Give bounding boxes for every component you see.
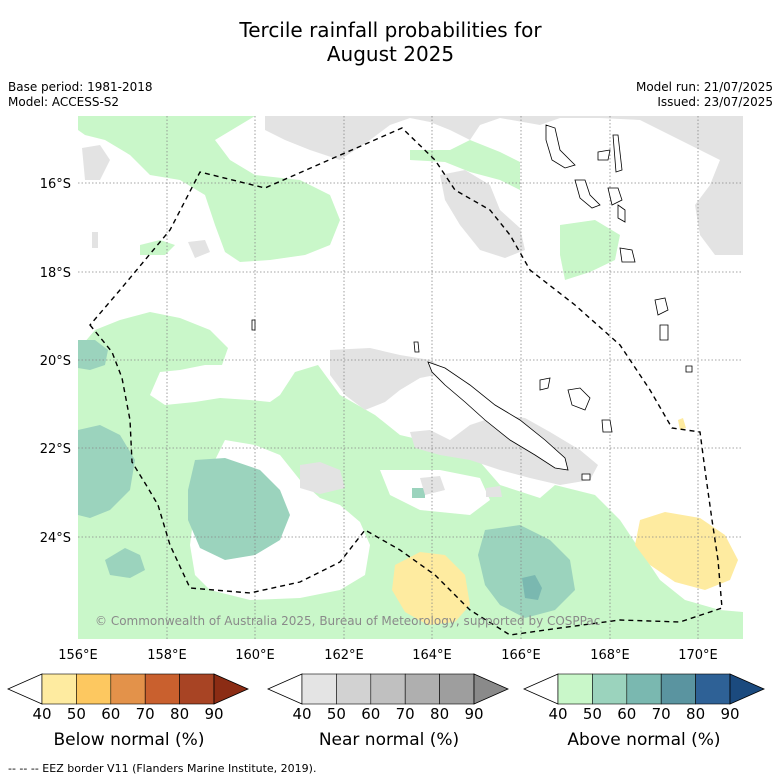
map-title: Tercile rainfall probabilities for Augus…: [0, 18, 781, 66]
colorbar-segment: [336, 673, 372, 705]
colorbar-segment: [626, 673, 662, 705]
copyright-notice: © Commonwealth of Australia 2025, Bureau…: [95, 614, 601, 628]
colorbar-tick-label: 90: [464, 705, 484, 723]
title-line-1: Tercile rainfall probabilities for: [239, 18, 542, 42]
colorbar-min-arrow: [7, 673, 43, 705]
above-normal-70-80-region: [522, 575, 542, 600]
colorbar-segment: [301, 673, 337, 705]
colorbar-tick-label: 60: [617, 705, 637, 723]
colorbar-tick-label: 80: [170, 705, 190, 723]
colorbar-tick-label: 60: [101, 705, 121, 723]
issued-date: Issued: 23/07/2025: [657, 95, 773, 109]
colorbar-max-arrow: [729, 673, 765, 705]
title-line-2: August 2025: [326, 42, 455, 66]
latitude-labels: 16°S 18°S 20°S 22°S 24°S: [40, 177, 71, 546]
meta-right: Model run: 21/07/2025 Issued: 23/07/2025: [636, 80, 773, 110]
lat-label: 20°S: [40, 354, 71, 369]
colorbar-segment: [404, 673, 440, 705]
colorbar-tick-label: 40: [548, 705, 568, 723]
lon-label: 158°E: [147, 648, 187, 663]
above-normal-60-70-region: [78, 340, 575, 618]
lon-label: 166°E: [501, 648, 541, 663]
model-run: Model run: 21/07/2025: [635, 80, 773, 94]
colorbar-min-arrow: [523, 673, 559, 705]
colorbar-max-arrow: [213, 673, 249, 705]
longitude-labels: 156°E 158°E 160°E 162°E 164°E 166°E 168°…: [58, 648, 718, 663]
colorbar-segment: [660, 673, 696, 705]
eez-footnote: -- -- -- EEZ border V11 (Flanders Marine…: [8, 762, 317, 775]
colorbar-segment: [76, 673, 112, 705]
below-normal-label: Below normal (%): [53, 730, 205, 750]
graticule: [78, 116, 743, 639]
colorbar-tick-label: 60: [361, 705, 381, 723]
lon-label: 156°E: [58, 648, 98, 663]
colorbar-tick-label: 50: [66, 705, 86, 723]
above-normal-label: Above normal (%): [567, 730, 721, 750]
colorbar-segment: [695, 673, 731, 705]
lon-label: 168°E: [590, 648, 630, 663]
lon-label: 162°E: [324, 648, 364, 663]
lon-label: 170°E: [678, 648, 718, 663]
near-normal-label: Near normal (%): [318, 730, 460, 750]
lat-label: 16°S: [40, 177, 71, 192]
colorbar-tick-label: 90: [204, 705, 224, 723]
lon-label: 160°E: [235, 648, 275, 663]
colorbar-segment: [370, 673, 406, 705]
colorbar-tick-label: 80: [686, 705, 706, 723]
colorbar-tick-label: 80: [430, 705, 450, 723]
model-name: Model: ACCESS-S2: [8, 95, 120, 109]
lon-label: 164°E: [412, 648, 452, 663]
colorbars: [7, 673, 765, 705]
colorbar-segment: [439, 673, 475, 705]
meta-left: Base period: 1981-2018 Model: ACCESS-S2: [8, 80, 153, 110]
colorbar-tick-label: 90: [720, 705, 740, 723]
colorbar-tick-label: 70: [651, 705, 671, 723]
lat-label: 22°S: [40, 442, 71, 457]
colorbar-min-arrow: [267, 673, 303, 705]
colorbar-segment: [179, 673, 215, 705]
eez-border: [89, 127, 723, 636]
colorbar-tick-label: 50: [326, 705, 346, 723]
colorbar-tick-label: 70: [135, 705, 155, 723]
colorbar-max-arrow: [473, 673, 509, 705]
colorbar-tick-label: 40: [292, 705, 312, 723]
below-normal-50-60-region: [392, 418, 738, 625]
map-plot-area: [78, 116, 743, 639]
land-outlines: [251, 124, 693, 481]
lat-label: 18°S: [40, 266, 71, 281]
lat-label: 24°S: [40, 531, 71, 546]
colorbar-segment: [110, 673, 146, 705]
colorbar-tick-label: 50: [582, 705, 602, 723]
colorbar-segment: [592, 673, 628, 705]
colorbar-segment: [557, 673, 593, 705]
colorbar-segment: [144, 673, 180, 705]
colorbar-tick-label: 70: [395, 705, 415, 723]
near-normal-50-60-region: [82, 116, 743, 497]
colorbar-segment: [41, 673, 77, 705]
base-period: Base period: 1981-2018: [8, 80, 153, 94]
colorbar-tick-label: 40: [32, 705, 52, 723]
